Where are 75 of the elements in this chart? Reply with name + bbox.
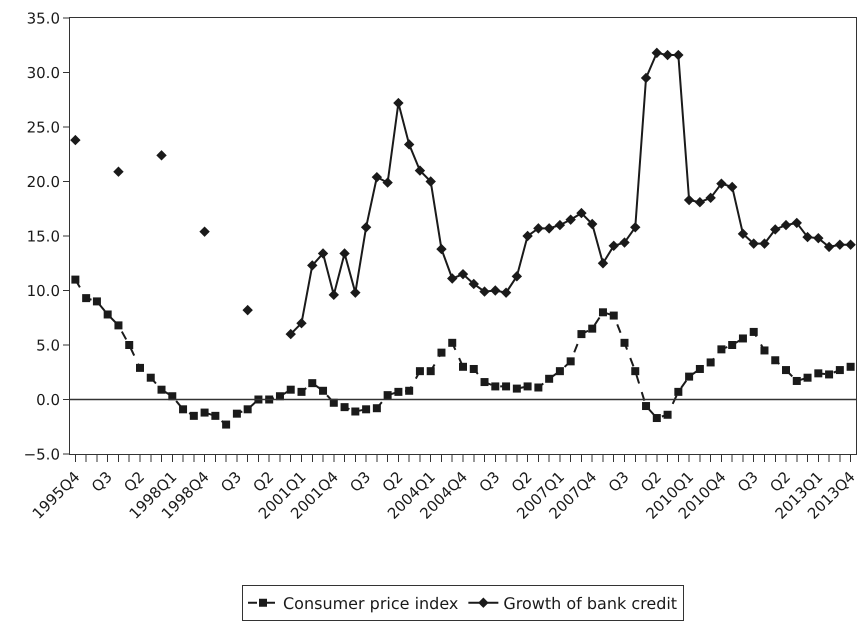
point — [759, 238, 770, 249]
point — [70, 134, 81, 146]
point — [673, 50, 684, 60]
point — [726, 182, 738, 192]
y-tick-label: 10.0 — [26, 282, 60, 300]
point — [813, 232, 824, 244]
y-tick-label: 15.0 — [26, 227, 60, 246]
point — [156, 150, 167, 161]
point — [447, 273, 458, 284]
point — [458, 268, 468, 280]
x-tick-label: Q3 — [734, 468, 762, 496]
point — [393, 98, 404, 108]
point — [500, 287, 512, 298]
point — [522, 230, 533, 242]
y-tick-label: 35.0 — [26, 9, 60, 28]
x-tick-label: Q3 — [217, 468, 246, 496]
point — [414, 165, 426, 176]
legend-label: Consumer price index — [283, 594, 458, 613]
point — [286, 328, 296, 340]
point — [845, 240, 856, 250]
y-tick-label: 5.0 — [36, 336, 60, 354]
point — [350, 287, 361, 298]
x-tick-label: Q3 — [346, 468, 374, 496]
point — [328, 290, 339, 300]
y-tick-label: −5.0 — [24, 445, 60, 464]
point — [554, 220, 566, 230]
point — [382, 177, 393, 188]
legend-label: Growth of bank credit — [503, 594, 678, 613]
point — [738, 228, 748, 240]
x-tick-label: Q3 — [88, 468, 116, 496]
point — [652, 48, 662, 58]
x-tick-label: Q3 — [604, 468, 633, 496]
point — [716, 178, 727, 189]
point — [404, 139, 414, 150]
point — [199, 226, 210, 237]
point — [544, 223, 554, 234]
point — [780, 220, 792, 230]
point — [576, 208, 587, 218]
point — [824, 242, 834, 252]
point — [372, 172, 382, 182]
point — [587, 218, 598, 230]
point — [834, 240, 846, 250]
point — [426, 176, 436, 187]
point — [318, 248, 328, 259]
point — [792, 218, 802, 228]
point — [694, 197, 706, 208]
point — [748, 238, 759, 249]
point — [598, 258, 608, 268]
point — [512, 271, 522, 282]
point — [662, 50, 673, 60]
point — [640, 72, 652, 84]
point — [684, 194, 694, 206]
point — [113, 166, 124, 177]
x-tick-label: Q3 — [476, 468, 504, 496]
y-tick-label: 30.0 — [26, 64, 60, 82]
point — [307, 260, 318, 271]
point — [565, 214, 576, 225]
point — [490, 285, 500, 296]
point — [705, 192, 716, 204]
point — [339, 248, 350, 259]
point — [360, 222, 372, 232]
point — [533, 223, 544, 234]
point — [630, 222, 640, 232]
point — [770, 224, 780, 235]
y-tick-label: 25.0 — [26, 118, 60, 136]
point — [242, 304, 253, 316]
point — [802, 232, 813, 242]
point — [479, 286, 490, 297]
point — [468, 278, 479, 290]
y-tick-label: 0.0 — [36, 390, 60, 409]
point — [436, 244, 447, 254]
point — [619, 237, 630, 248]
y-tick-label: 20.0 — [26, 172, 60, 191]
point — [608, 240, 619, 252]
point — [296, 318, 307, 328]
